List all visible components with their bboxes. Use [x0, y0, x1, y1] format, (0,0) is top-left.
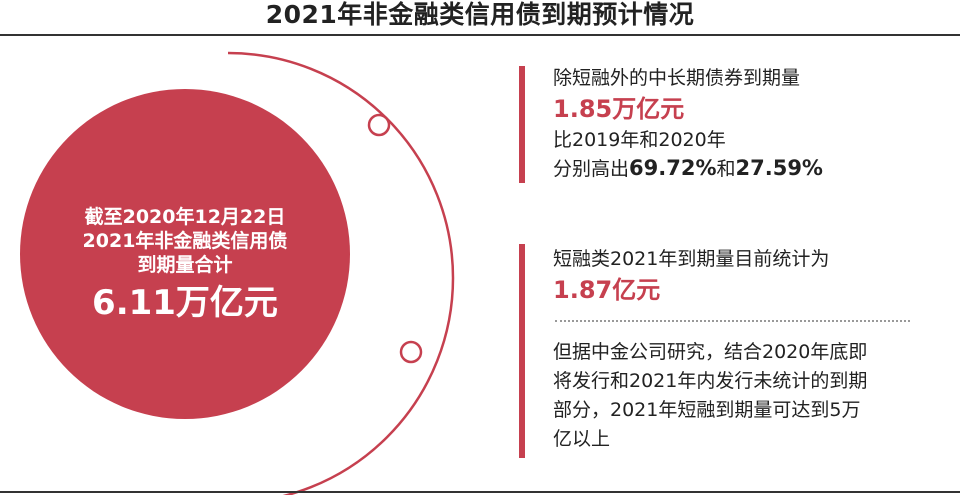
block1-amount: 1.85万亿元 — [553, 95, 685, 123]
block2-accent-bar — [519, 244, 525, 458]
circle-subject-line: 2021年非金融类信用债 — [82, 230, 288, 252]
note-line-1: 但据中金公司研究，结合2020年底即 — [553, 341, 868, 363]
page-title: 2021年非金融类信用债到期预计情况 — [265, 0, 695, 29]
bottom-rule — [0, 491, 960, 493]
medium-long-term-block: 除短融外的中长期债券到期量 1.85万亿元 比2019年和2020年 分别高出6… — [553, 64, 823, 183]
top-rule — [0, 34, 960, 36]
note-line-2: 将发行和2021年内发行未统计的到期 — [553, 370, 868, 392]
block1-connector: 和 — [716, 158, 736, 180]
block1-pct-line: 分别高出69.72%和27.59% — [553, 154, 823, 183]
block1-pct-2020: 27.59% — [735, 156, 823, 180]
arc-node-top — [367, 113, 391, 137]
block1-compare-prefix: 分别高出 — [553, 158, 630, 180]
circle-total-label: 到期量合计 — [137, 254, 233, 276]
note-line-4: 亿以上 — [553, 428, 611, 450]
circle-total-amount: 6.11万亿元 — [92, 283, 278, 323]
cicc-research-note: 但据中金公司研究，结合2020年底即 将发行和2021年内发行未统计的到期 部分… — [553, 338, 933, 454]
dotted-divider — [555, 320, 910, 322]
circle-date-line: 截至2020年12月22日 — [84, 206, 286, 228]
short-term-block: 短融类2021年到期量目前统计为 1.87亿元 — [553, 245, 829, 307]
note-line-3: 部分，2021年短融到期量可达到5万 — [553, 399, 861, 421]
block1-pct-2019: 69.72% — [629, 156, 717, 180]
block1-accent-bar — [519, 66, 525, 183]
arc-path — [227, 51, 455, 495]
block2-amount: 1.87亿元 — [553, 276, 661, 304]
arc-node-bottom — [399, 340, 423, 364]
circle-text: 截至2020年12月22日 2021年非金融类信用债 到期量合计 6.11万亿元 — [20, 205, 350, 327]
block2-heading: 短融类2021年到期量目前统计为 — [553, 248, 830, 270]
block1-compare-line: 比2019年和2020年 — [553, 129, 726, 151]
total-circle — [20, 89, 350, 419]
block1-heading: 除短融外的中长期债券到期量 — [553, 67, 801, 89]
